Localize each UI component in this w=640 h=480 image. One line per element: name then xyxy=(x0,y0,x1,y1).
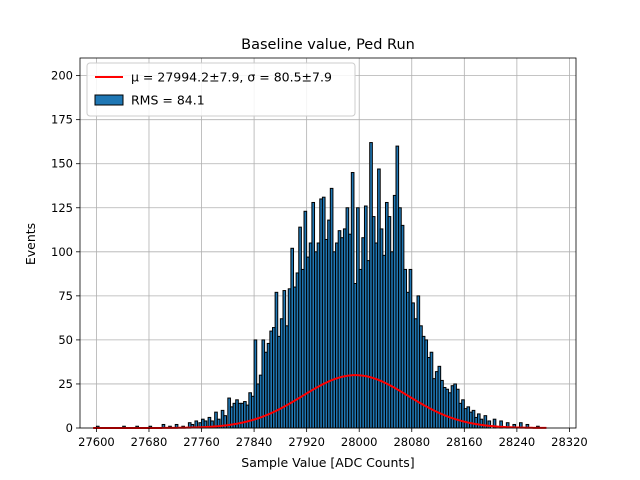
x-tick-label: 28320 xyxy=(551,435,588,449)
y-tick-label: 125 xyxy=(51,201,73,215)
y-tick-label: 50 xyxy=(58,333,73,347)
x-tick-label: 28240 xyxy=(499,435,536,449)
y-tick-label: 200 xyxy=(51,69,73,83)
y-tick-label: 100 xyxy=(51,245,73,259)
x-tick-label: 28000 xyxy=(341,435,378,449)
x-tick-label: 27760 xyxy=(183,435,220,449)
x-tick-label: 28080 xyxy=(393,435,430,449)
x-tick-label: 27680 xyxy=(131,435,168,449)
histogram-bar xyxy=(479,418,484,429)
legend-frame xyxy=(86,62,356,117)
x-axis-label: Sample Value [ADC Counts] xyxy=(241,455,414,470)
x-tick-label: 27600 xyxy=(78,435,115,449)
y-tick-label: 175 xyxy=(51,113,73,127)
plot-frame xyxy=(79,57,577,429)
y-axis-label: Events xyxy=(23,223,38,265)
chart-title: Baseline value, Ped Run xyxy=(241,37,415,53)
y-tick-label: 0 xyxy=(66,421,73,435)
x-tick-label: 27840 xyxy=(236,435,273,449)
y-tick-label: 25 xyxy=(58,377,73,391)
legend-hist-label: RMS = 84.1 xyxy=(131,93,205,108)
y-tick-label: 75 xyxy=(58,289,73,303)
x-axis-ticks: 27600 27680 27760 27840 27920 28000 28080 28160… xyxy=(78,428,588,449)
legend-fit-label: μ = 27994.2±7.9, σ = 80.5±7.9 xyxy=(131,70,332,85)
x-tick-label: 27920 xyxy=(288,435,325,449)
legend: μ = 27994.2±7.9, σ = 80.5±7.9 RMS = 84.1 xyxy=(86,62,356,117)
x-tick-label: 28160 xyxy=(446,435,483,449)
y-tick-label: 150 xyxy=(51,157,73,171)
y-axis-ticks: 0 25 50 75 100 125 150 175 200 xyxy=(51,69,80,435)
legend-hist-swatch xyxy=(94,94,124,106)
axes xyxy=(79,57,577,429)
